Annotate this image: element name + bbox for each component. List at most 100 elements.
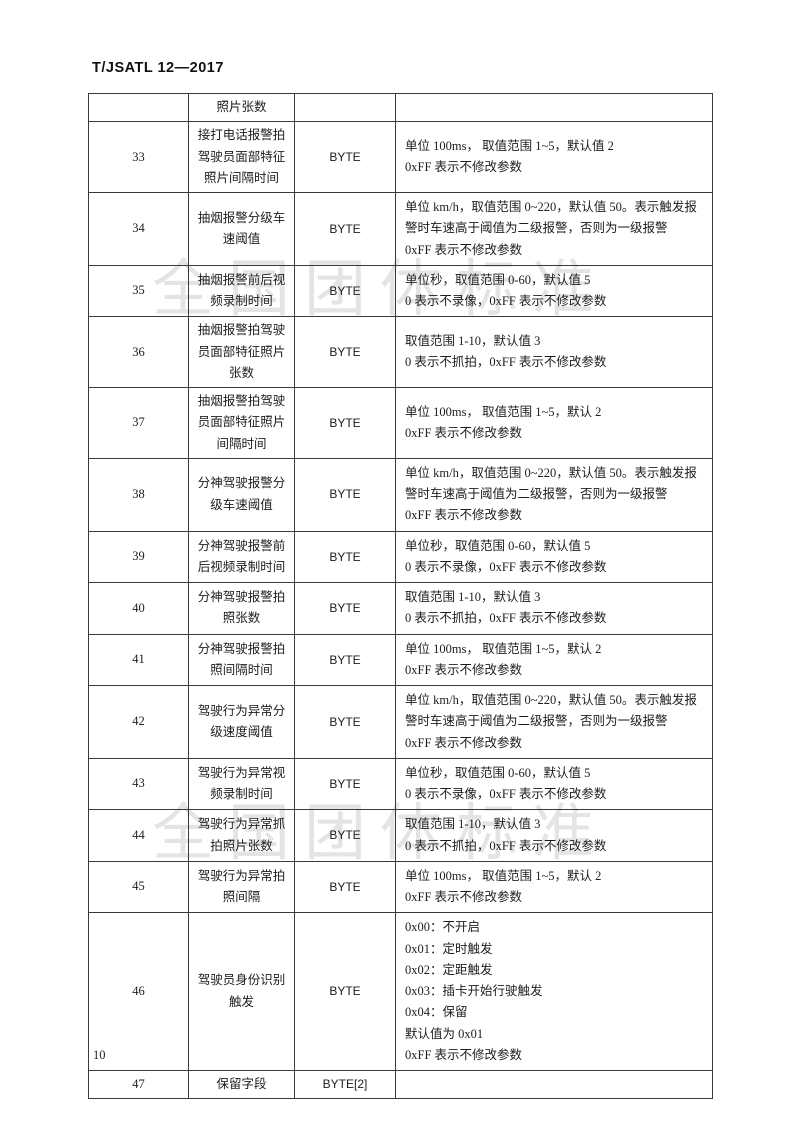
description-line: 单位 100ms， 取值范围 1~5，默认值 2 xyxy=(405,138,614,153)
data-type-cell: BYTE xyxy=(294,582,396,635)
table-row: 41 分神驾驶报警拍照间隔时间 BYTE 单位 100ms， 取值范围 1~5，默认 … xyxy=(88,633,713,686)
table-row: 44 驾驶行为异常抓拍照片张数 BYTE 取值范围 1-10，默认值 3 0 表示不抓拍… xyxy=(88,809,713,862)
parameter-table-body: 照片张数 33 接打电话报警拍驾驶员面部特征照片间隔时间 BYTE 单位 100ms， … xyxy=(88,92,713,1100)
data-type-cell: BYTE[2] xyxy=(294,1069,396,1100)
data-type-cell: BYTE xyxy=(294,387,396,459)
parameter-name-cell: 分神驾驶报警拍照间隔时间 xyxy=(188,633,295,686)
description-line: 单位 km/h，取值范围 0~220，默认值 50。表示触发报警时车速高于阈值为… xyxy=(405,465,697,501)
row-number-cell: 36 xyxy=(88,316,189,388)
description-cell: 单位秒，取值范围 0-60，默认值 5 0 表示不录像，0xFF 表示不修改参数 xyxy=(395,530,713,583)
data-type-cell: BYTE xyxy=(294,685,396,759)
row-number-cell: 40 xyxy=(88,582,189,635)
parameter-name-cell: 分神驾驶报警拍照张数 xyxy=(188,582,295,635)
table-row: 39 分神驾驶报警前后视频录制时间 BYTE 单位秒，取值范围 0-60，默认值 5 0… xyxy=(88,530,713,583)
parameter-name-cell: 驾驶员身份识别触发 xyxy=(188,912,295,1071)
data-type-cell: BYTE xyxy=(294,316,396,388)
description-cell: 单位 km/h，取值范围 0~220，默认值 50。表示触发报警时车速高于阈值为… xyxy=(395,457,713,532)
description-line: 默认值为 0x01 xyxy=(405,1026,484,1041)
table-row: 35 抽烟报警前后视频录制时间 BYTE 单位秒，取值范围 0-60，默认值 5 0 表… xyxy=(88,264,713,318)
table-row: 42 驾驶行为异常分级速度阈值 BYTE 单位 km/h，取值范围 0~220，默认值… xyxy=(88,685,713,759)
row-number-cell: 35 xyxy=(88,264,189,318)
table-row: 43 驾驶行为异常视频录制时间 BYTE 单位秒，取值范围 0-60，默认值 5 0 表… xyxy=(88,757,713,811)
description-line: 取值范围 1-10，默认值 3 xyxy=(405,817,541,832)
description-line: 0 表示不抓拍，0xFF 表示不修改参数 xyxy=(405,838,607,853)
parameter-name-cell: 保留字段 xyxy=(188,1069,295,1100)
description-line: 0xFF 表示不修改参数 xyxy=(405,1047,523,1062)
parameter-table: 照片张数 33 接打电话报警拍驾驶员面部特征照片间隔时间 BYTE 单位 100ms， … xyxy=(88,92,713,1100)
description-cell: 单位秒，取值范围 0-60，默认值 5 0 表示不录像，0xFF 表示不修改参数 xyxy=(395,264,713,318)
description-cell: 单位 100ms， 取值范围 1~5，默认 2 0xFF 表示不修改参数 xyxy=(395,633,713,686)
data-type-cell: BYTE xyxy=(294,809,396,862)
description-line: 0x04：保留 xyxy=(405,1005,468,1020)
data-type-cell xyxy=(294,92,396,123)
parameter-name-cell: 分神驾驶报警分级车速阈值 xyxy=(188,457,295,532)
parameter-name-cell: 驾驶行为异常拍照间隔 xyxy=(188,860,295,914)
parameter-name-cell: 抽烟报警分级车速阈值 xyxy=(188,192,295,266)
parameter-name-cell: 驾驶行为异常分级速度阈值 xyxy=(188,685,295,759)
description-cell: 0x00：不开启 0x01：定时触发 0x02：定距触发 0x03：插卡开始行驶触发 0… xyxy=(395,912,713,1071)
row-number-cell: 38 xyxy=(88,457,189,532)
description-line: 单位秒，取值范围 0-60，默认值 5 xyxy=(405,272,591,287)
row-number-cell xyxy=(88,92,189,123)
description-line: 0 表示不抓拍，0xFF 表示不修改参数 xyxy=(405,355,607,370)
description-cell: 单位 km/h，取值范围 0~220，默认值 50。表示触发报警时车速高于阈值为… xyxy=(395,192,713,266)
data-type-cell: BYTE xyxy=(294,912,396,1071)
parameter-name-cell: 驾驶行为异常抓拍照片张数 xyxy=(188,809,295,862)
standard-number-header: T/JSATL 12—2017 xyxy=(92,60,224,76)
table-row: 46 驾驶员身份识别触发 BYTE 0x00：不开启 0x01：定时触发 0x02：定距触… xyxy=(88,912,713,1071)
row-number-cell: 34 xyxy=(88,192,189,266)
description-line: 0 表示不录像，0xFF 表示不修改参数 xyxy=(405,559,607,574)
description-line: 0 表示不抓拍，0xFF 表示不修改参数 xyxy=(405,611,607,626)
description-cell: 单位 100ms， 取值范围 1~5，默认 2 0xFF 表示不修改参数 xyxy=(395,387,713,459)
description-line: 0x00：不开启 xyxy=(405,920,481,935)
table-row: 33 接打电话报警拍驾驶员面部特征照片间隔时间 BYTE 单位 100ms， 取值范围… xyxy=(88,121,713,193)
row-number-cell: 47 xyxy=(88,1069,189,1100)
description-line: 单位秒，取值范围 0-60，默认值 5 xyxy=(405,538,591,553)
description-cell: 取值范围 1-10，默认值 3 0 表示不抓拍，0xFF 表示不修改参数 xyxy=(395,809,713,862)
description-line: 0xFF 表示不修改参数 xyxy=(405,735,523,750)
data-type-cell: BYTE xyxy=(294,757,396,811)
parameter-name-cell: 抽烟报警拍驾驶员面部特征照片张数 xyxy=(188,316,295,388)
description-line: 0x02：定距触发 xyxy=(405,962,493,977)
description-line: 0xFF 表示不修改参数 xyxy=(405,508,523,523)
data-type-cell: BYTE xyxy=(294,457,396,532)
row-number-cell: 42 xyxy=(88,685,189,759)
description-line: 0 表示不录像，0xFF 表示不修改参数 xyxy=(405,787,607,801)
description-line: 单位 100ms， 取值范围 1~5，默认 2 xyxy=(405,868,602,883)
table-row: 照片张数 xyxy=(88,92,713,123)
row-number-cell: 33 xyxy=(88,121,189,193)
row-number-cell: 45 xyxy=(88,860,189,914)
row-number-cell: 41 xyxy=(88,633,189,686)
parameter-name-cell: 抽烟报警前后视频录制时间 xyxy=(188,264,295,318)
description-line: 0xFF 表示不修改参数 xyxy=(405,890,523,904)
description-line: 单位 km/h，取值范围 0~220，默认值 50。表示触发报警时车速高于阈值为… xyxy=(405,693,697,729)
description-cell: 取值范围 1-10，默认值 3 0 表示不抓拍，0xFF 表示不修改参数 xyxy=(395,316,713,388)
table-row: 34 抽烟报警分级车速阈值 BYTE 单位 km/h，取值范围 0~220，默认值 5… xyxy=(88,192,713,266)
description-cell: 单位 100ms， 取值范围 1~5，默认 2 0xFF 表示不修改参数 xyxy=(395,860,713,914)
row-number-cell: 46 xyxy=(88,912,189,1071)
data-type-cell: BYTE xyxy=(294,633,396,686)
description-line: 0xFF 表示不修改参数 xyxy=(405,160,523,175)
data-type-cell: BYTE xyxy=(294,264,396,318)
table-row: 47 保留字段 BYTE[2] xyxy=(88,1069,713,1100)
description-cell: 单位 km/h，取值范围 0~220，默认值 50。表示触发报警时车速高于阈值为… xyxy=(395,685,713,759)
description-line: 0xFF 表示不修改参数 xyxy=(405,242,523,257)
table-row: 37 抽烟报警拍驾驶员面部特征照片间隔时间 BYTE 单位 100ms， 取值范围 1… xyxy=(88,387,713,459)
description-line: 单位秒，取值范围 0-60，默认值 5 xyxy=(405,765,591,780)
parameter-name-cell: 照片张数 xyxy=(188,92,295,123)
description-line: 取值范围 1-10，默认值 3 xyxy=(405,590,541,604)
description-line: 0 表示不录像，0xFF 表示不修改参数 xyxy=(405,294,607,308)
description-cell: 单位 100ms， 取值范围 1~5，默认值 2 0xFF 表示不修改参数 xyxy=(395,121,713,193)
parameter-name-cell: 接打电话报警拍驾驶员面部特征照片间隔时间 xyxy=(188,121,295,193)
description-line: 单位 km/h，取值范围 0~220，默认值 50。表示触发报警时车速高于阈值为… xyxy=(405,200,697,236)
parameter-name-cell: 抽烟报警拍驾驶员面部特征照片间隔时间 xyxy=(188,387,295,459)
description-line: 0x03：插卡开始行驶触发 xyxy=(405,984,543,998)
description-line: 0xFF 表示不修改参数 xyxy=(405,662,523,677)
description-line: 单位 100ms， 取值范围 1~5，默认 2 xyxy=(405,404,602,419)
description-line: 单位 100ms， 取值范围 1~5，默认 2 xyxy=(405,641,602,656)
table-row: 36 抽烟报警拍驾驶员面部特征照片张数 BYTE 取值范围 1-10，默认值 3 0 表… xyxy=(88,316,713,388)
description-cell xyxy=(395,1069,713,1100)
parameter-name-cell: 驾驶行为异常视频录制时间 xyxy=(188,757,295,811)
table-row: 45 驾驶行为异常拍照间隔 BYTE 单位 100ms， 取值范围 1~5，默认 2 0… xyxy=(88,860,713,914)
